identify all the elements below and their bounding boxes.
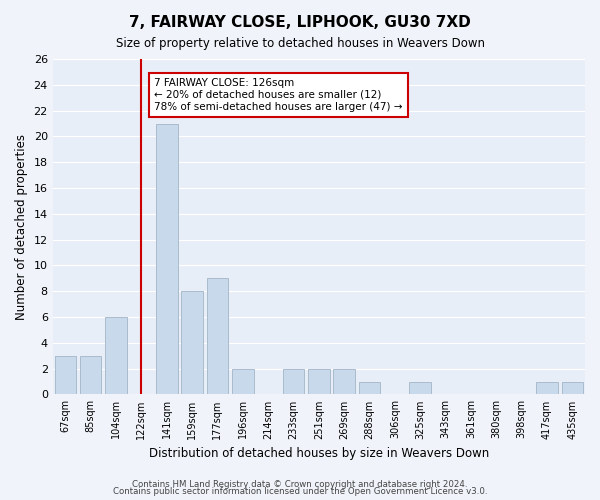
Bar bbox=[409, 382, 431, 394]
Bar bbox=[232, 368, 254, 394]
Text: Contains HM Land Registry data © Crown copyright and database right 2024.: Contains HM Land Registry data © Crown c… bbox=[132, 480, 468, 489]
Text: Contains public sector information licensed under the Open Government Licence v3: Contains public sector information licen… bbox=[113, 488, 487, 496]
Text: 7 FAIRWAY CLOSE: 126sqm
← 20% of detached houses are smaller (12)
78% of semi-de: 7 FAIRWAY CLOSE: 126sqm ← 20% of detache… bbox=[154, 78, 403, 112]
Bar bbox=[308, 368, 329, 394]
Bar bbox=[105, 317, 127, 394]
Bar bbox=[181, 291, 203, 395]
Bar bbox=[359, 382, 380, 394]
Bar bbox=[334, 368, 355, 394]
Bar bbox=[156, 124, 178, 394]
Bar bbox=[80, 356, 101, 395]
Text: 7, FAIRWAY CLOSE, LIPHOOK, GU30 7XD: 7, FAIRWAY CLOSE, LIPHOOK, GU30 7XD bbox=[129, 15, 471, 30]
Bar bbox=[283, 368, 304, 394]
Text: Size of property relative to detached houses in Weavers Down: Size of property relative to detached ho… bbox=[115, 38, 485, 51]
Bar bbox=[55, 356, 76, 395]
X-axis label: Distribution of detached houses by size in Weavers Down: Distribution of detached houses by size … bbox=[149, 447, 489, 460]
Bar bbox=[206, 278, 228, 394]
Y-axis label: Number of detached properties: Number of detached properties bbox=[15, 134, 28, 320]
Bar bbox=[562, 382, 583, 394]
Bar bbox=[536, 382, 558, 394]
